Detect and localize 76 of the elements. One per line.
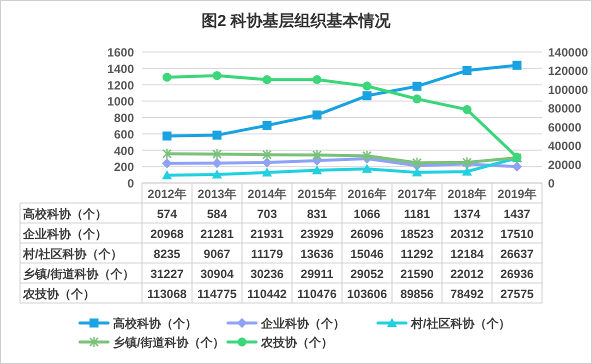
data-label: 110476: [297, 287, 338, 301]
data-label: 584: [206, 207, 228, 221]
data-label: 17510: [500, 227, 534, 241]
y-tick-label: 1000: [107, 94, 134, 109]
y2-tick-label: 120000: [548, 64, 588, 78]
x-tick-label: 2019年: [498, 187, 536, 201]
data-label: 29911: [300, 267, 334, 281]
data-label: 831: [306, 207, 328, 221]
text: 农技协（个）: [23, 287, 95, 301]
data-label: 23929: [300, 227, 334, 241]
y2-tick-label: 140000: [548, 46, 588, 60]
text: 高校科协（个）: [23, 207, 107, 221]
data-label: 27575: [500, 287, 534, 301]
data-label: 9067: [204, 247, 231, 261]
text: 乡镇/街道科协（个）: [23, 267, 134, 281]
data-label: 15046: [350, 247, 384, 261]
data-label: 1374: [454, 207, 481, 221]
y-tick-label: 600: [114, 127, 134, 142]
data-label: 114775: [197, 287, 238, 301]
text: 企业科协（个）: [23, 227, 107, 241]
legend-label: 农技协（个）: [260, 336, 333, 350]
text: 村/社区科协（个）: [23, 247, 122, 261]
data-label: 22012: [450, 267, 484, 281]
data-label: 21931: [250, 227, 284, 241]
data-label: 89856: [400, 287, 434, 301]
data-label: 1437: [504, 207, 531, 221]
x-tick-label: 2016年: [348, 187, 386, 201]
data-label: 110442: [247, 287, 288, 301]
x-tick-label: 2018年: [448, 187, 486, 201]
data-label: 18523: [400, 227, 434, 241]
x-tick-label: 2012年: [148, 187, 186, 201]
data-label: 20312: [450, 227, 484, 241]
data-label: 30236: [250, 267, 284, 281]
data-label: 1181: [404, 207, 430, 221]
data-label: 8235: [154, 247, 181, 261]
y-tick-label: 800: [114, 111, 134, 125]
data-label: 12184: [450, 247, 484, 261]
data-label: 26936: [500, 267, 534, 281]
legend-label: 村/社区科协（个）: [410, 316, 510, 330]
legend-label: 企业科协（个）: [260, 316, 345, 330]
y2-tick-label: 100000: [548, 82, 588, 97]
data-label: 21590: [400, 267, 434, 281]
data-label: 78492: [450, 287, 484, 301]
y2-tick-label: 60000: [548, 120, 582, 134]
data-label: 103606: [346, 287, 388, 301]
data-label: 21281: [200, 227, 234, 241]
data-label: 30904: [200, 267, 234, 281]
y2-tick-label: 40000: [548, 139, 582, 154]
data-label: 1066: [354, 207, 381, 221]
y-tick-label: 0: [127, 176, 134, 190]
data-label: 703: [256, 207, 278, 221]
x-tick-label: 2013年: [198, 187, 236, 201]
data-label: 13636: [300, 247, 334, 261]
data-label: 29052: [350, 267, 384, 281]
data-label: 26637: [500, 247, 534, 261]
legend-label: 乡镇/街道科协（个）: [113, 336, 224, 350]
y2-tick-label: 80000: [548, 102, 582, 116]
y-tick-label: 1200: [107, 78, 134, 92]
y-tick-label: 200: [114, 160, 134, 174]
data-label: 26096: [350, 227, 384, 241]
y-tick-label: 1400: [107, 62, 134, 76]
x-tick-label: 2015年: [298, 187, 336, 201]
data-label: 31227: [150, 267, 184, 281]
y2-tick-label: 0: [548, 176, 555, 190]
x-tick-label: 2014年: [248, 187, 286, 201]
data-label: 11179: [250, 247, 284, 261]
y-tick-label: 1600: [107, 46, 134, 60]
x-tick-label: 2017年: [398, 187, 436, 201]
data-label: 574: [156, 207, 178, 221]
legend-label: 高校科协（个）: [113, 316, 197, 330]
y-tick-label: 400: [114, 144, 134, 158]
data-label: 113068: [147, 287, 188, 301]
y2-tick-label: 20000: [548, 158, 582, 172]
data-label: 20968: [150, 227, 184, 241]
chart-title: 图2 科协基层组织基本情况: [201, 12, 392, 30]
data-label: 11292: [400, 247, 434, 261]
